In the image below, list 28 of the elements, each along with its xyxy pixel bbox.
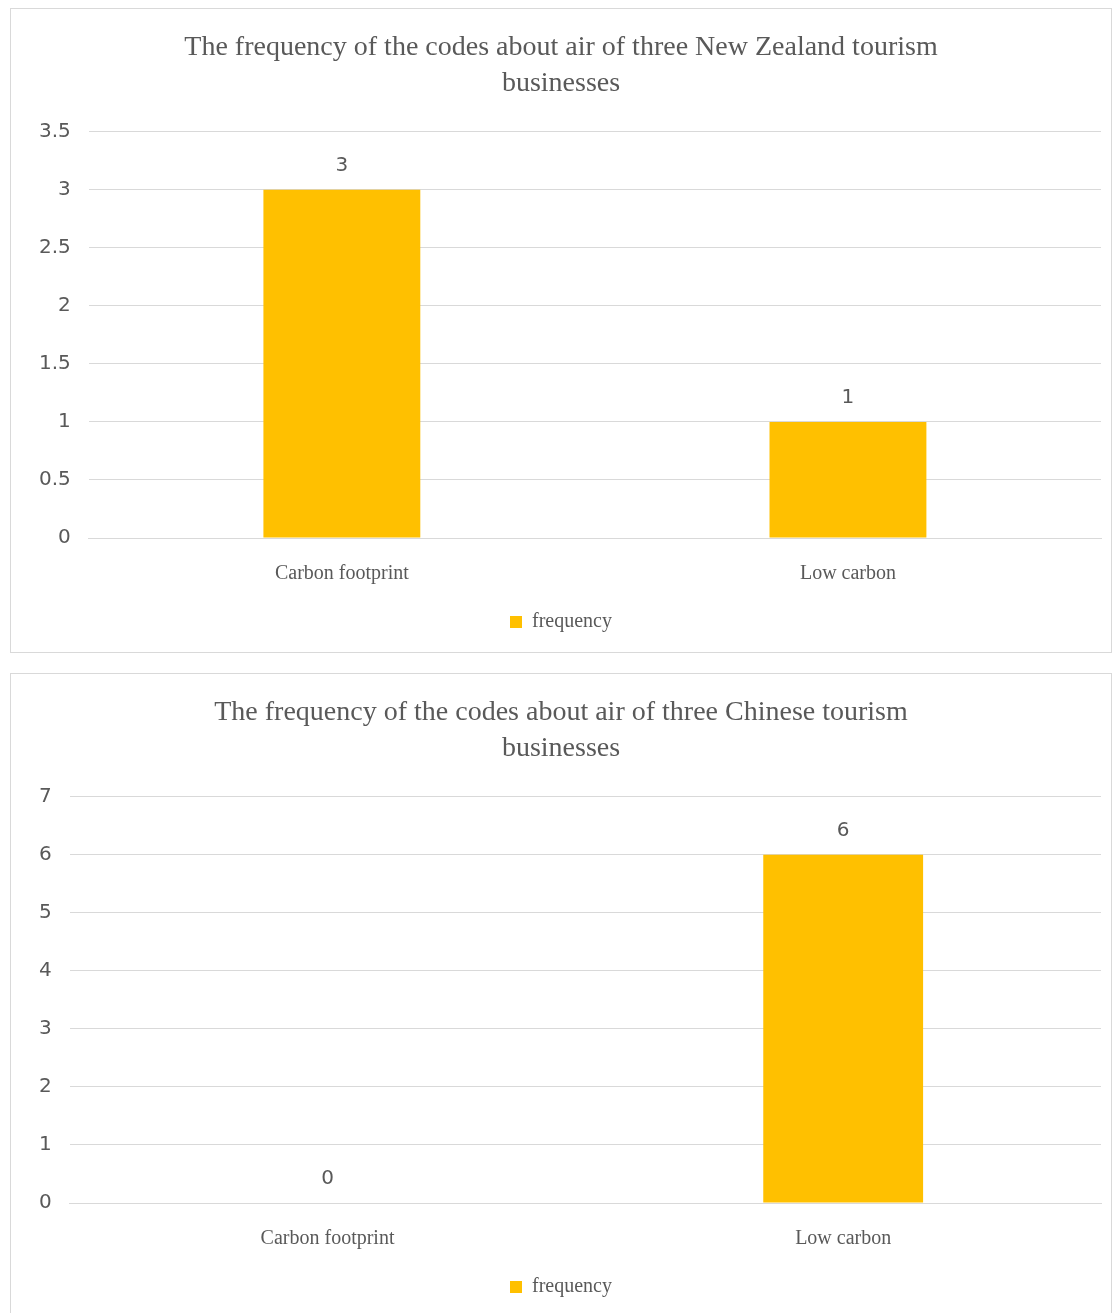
- y-tick-label: 2.5: [38, 234, 71, 259]
- y-tick-label: 0.5: [38, 466, 71, 491]
- y-tick-label: 3: [58, 176, 71, 201]
- y-tick-label: 5: [38, 899, 52, 924]
- y-tick-label: 2: [38, 1073, 52, 1098]
- data-label: 6: [836, 817, 850, 842]
- chart-title: The frequency of the codes about air of three Chinese tourism businesses: [214, 694, 908, 762]
- chart-title: The frequency of the codes about air of three New Zealand tourism businesses: [184, 29, 938, 97]
- y-tick-label: 0: [38, 1189, 52, 1214]
- y-tick-label: 1.5: [38, 350, 71, 375]
- legend-label: frequency: [532, 609, 612, 633]
- y-tick-label: 1: [38, 1131, 52, 1156]
- x-tick-label: Carbon footprint: [260, 1226, 395, 1250]
- x-tick-label: Carbon footprint: [274, 561, 410, 585]
- y-tick-label: 3: [38, 1015, 52, 1040]
- x-tick-label: Low carbon: [799, 561, 896, 584]
- y-tick-label: 3.5: [38, 118, 71, 142]
- data-label: 3: [335, 152, 349, 177]
- data-label: 0: [321, 1165, 334, 1190]
- y-tick-label: 1: [58, 408, 71, 433]
- y-tick-label: 4: [38, 957, 52, 982]
- y-tick-label: 2: [58, 292, 71, 317]
- y-tick-label: 0: [58, 524, 71, 549]
- y-tick-label: 7: [38, 783, 52, 807]
- data-label: 1: [841, 384, 855, 409]
- y-tick-label: 6: [38, 841, 52, 866]
- x-tick-label: Low carbon: [795, 1226, 892, 1249]
- legend-label: frequency: [532, 1274, 612, 1298]
